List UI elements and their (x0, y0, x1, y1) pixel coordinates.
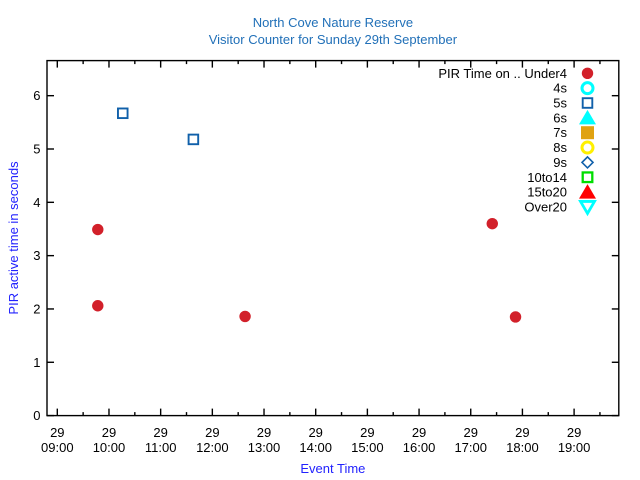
legend-marker-Under4-marker (581, 67, 594, 80)
legend-label-Under4: PIR Time on .. Under4 (438, 66, 567, 81)
x-tick-label-day: 29 (360, 425, 374, 440)
legend-marker-Under4 (581, 67, 594, 80)
legend-marker-15to20 (579, 184, 596, 199)
data-point-5s (187, 133, 200, 146)
data-point-Under4-marker (92, 223, 104, 236)
x-tick-label-time: 16:00 (403, 440, 436, 455)
legend-entry-8s: 8s (553, 140, 595, 155)
plot-axes: 2909:002910:002911:002912:002913:002914:… (33, 59, 620, 455)
x-tick-label-time: 17:00 (454, 440, 487, 455)
legend-marker-Over20-marker (578, 200, 597, 217)
x-tick-label-day: 29 (257, 425, 271, 440)
legend-label-4s: 4s (553, 81, 567, 96)
legend-marker-6s-marker (579, 109, 596, 125)
legend-label-7s: 7s (553, 125, 567, 140)
x-tick-label-time: 10:00 (93, 440, 126, 455)
legend-entry-10to14: 10to14 (527, 170, 594, 185)
data-point-Under4-marker (92, 300, 104, 312)
legend-marker-4s (580, 81, 595, 96)
legend-marker-5s-marker (581, 97, 594, 109)
data-points (92, 107, 522, 323)
x-tick-label-day: 29 (515, 425, 529, 440)
legend-entry-5s: 5s (553, 96, 594, 111)
legend-marker-9s-marker (580, 155, 595, 170)
data-point-Under4-marker (239, 310, 251, 323)
y-tick-label: 6 (33, 88, 40, 103)
legend-entry-Under4: PIR Time on .. Under4 (438, 66, 594, 81)
data-point-Under4 (92, 223, 104, 236)
x-tick-label-day: 29 (50, 425, 64, 440)
x-axis-label: Event Time (300, 461, 365, 476)
x-tick-label-day: 29 (205, 425, 219, 440)
legend-marker-7s-marker (581, 126, 594, 140)
y-tick-label: 4 (33, 195, 40, 210)
x-tick-label-time: 11:00 (145, 440, 177, 455)
legend-marker-9s (580, 155, 595, 170)
x-tick-label-day: 29 (153, 425, 167, 440)
legend-entry-4s: 4s (553, 81, 595, 96)
legend-marker-8s (580, 140, 595, 155)
legend-label-5s: 5s (553, 96, 567, 111)
plot-border (46, 59, 620, 417)
x-tick-label-time: 13:00 (248, 440, 281, 455)
y-tick-label: 0 (33, 408, 40, 423)
legend-marker-15to20-marker (579, 184, 596, 199)
x-tick-label-time: 14:00 (299, 440, 332, 455)
y-tick-label: 2 (33, 301, 40, 316)
legend-entry-9s: 9s (553, 155, 595, 170)
x-tick-label-time: 15:00 (351, 440, 384, 455)
data-point-Under4-marker (509, 311, 522, 323)
data-point-5s-marker (117, 107, 129, 120)
legend-label-15to20: 15to20 (527, 185, 567, 200)
legend-marker-7s (581, 126, 594, 140)
x-tick-label-time: 12:00 (196, 440, 229, 455)
data-point-Under4 (509, 311, 522, 323)
data-point-Under4 (486, 217, 498, 230)
legend-entry-6s: 6s (553, 109, 596, 125)
x-tick-label-time: 09:00 (41, 440, 74, 455)
legend-label-6s: 6s (553, 110, 567, 125)
x-tick-label-day: 29 (464, 425, 478, 440)
x-tick-label-day: 29 (412, 425, 426, 440)
data-point-5s-marker (187, 133, 200, 146)
legend-marker-5s (581, 97, 594, 109)
legend-entry-15to20: 15to20 (527, 184, 596, 200)
legend-marker-10to14-marker (581, 171, 594, 184)
chart-title: North Cove Nature Reserve (253, 15, 413, 30)
data-point-5s (117, 107, 129, 120)
data-point-Under4-marker (486, 217, 498, 230)
y-tick-label: 3 (33, 248, 40, 263)
legend-marker-8s-marker (580, 140, 595, 155)
x-tick-label-time: 19:00 (558, 440, 591, 455)
y-tick-label: 1 (33, 355, 40, 370)
data-point-Under4 (92, 300, 104, 312)
legend-label-8s: 8s (553, 140, 567, 155)
legend-marker-Over20 (578, 200, 597, 217)
legend-label-9s: 9s (553, 155, 567, 170)
chart-legend: PIR Time on .. Under44s5s6s7s8s9s10to141… (438, 66, 597, 217)
x-tick-label-day: 29 (308, 425, 322, 440)
x-tick-label-day: 29 (567, 425, 581, 440)
legend-label-Over20: Over20 (524, 199, 567, 214)
legend-entry-Over20: Over20 (524, 199, 597, 217)
x-tick-label-day: 29 (102, 425, 116, 440)
legend-marker-6s (579, 109, 596, 125)
x-tick-label-time: 18:00 (506, 440, 539, 455)
data-point-Under4 (239, 310, 251, 323)
y-tick-label: 5 (33, 142, 40, 157)
chart-subtitle: Visitor Counter for Sunday 29th Septembe… (209, 32, 458, 47)
legend-label-10to14: 10to14 (527, 170, 567, 185)
legend-entry-7s: 7s (553, 125, 594, 140)
legend-marker-10to14 (581, 171, 594, 184)
y-axis-label: PIR active time in seconds (6, 161, 21, 315)
legend-marker-4s-marker (580, 81, 595, 96)
